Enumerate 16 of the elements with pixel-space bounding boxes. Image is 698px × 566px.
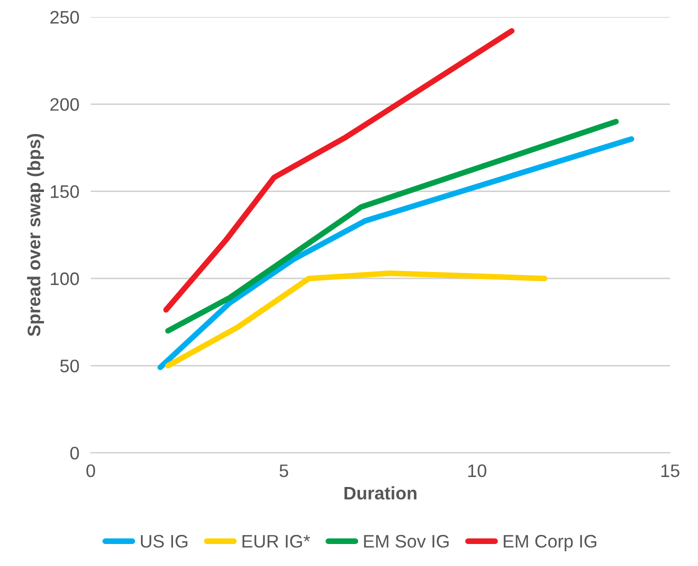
legend-label: EM Sov IG	[364, 534, 449, 548]
x-tick-label: 15	[661, 464, 680, 478]
y-tick-label: 50	[60, 360, 79, 372]
x-tick-label: 10	[468, 464, 486, 478]
y-tick-label: 100	[50, 272, 79, 286]
x-tick-label: 0	[86, 464, 96, 478]
y-tick-label: 200	[50, 98, 79, 111]
y-tick-label: 150	[50, 185, 79, 198]
legend-label: US IG	[140, 534, 188, 548]
y-tick-label: 250	[50, 10, 79, 24]
x-axis-title: Duration	[344, 486, 416, 500]
y-axis-title: Spread over swap (bps)	[27, 134, 44, 336]
legend-label: EM Corp IG	[504, 534, 596, 552]
y-tick-label: 0	[70, 446, 79, 460]
x-tick-label: 5	[280, 464, 288, 478]
legend-label: EUR IG*	[242, 534, 310, 548]
